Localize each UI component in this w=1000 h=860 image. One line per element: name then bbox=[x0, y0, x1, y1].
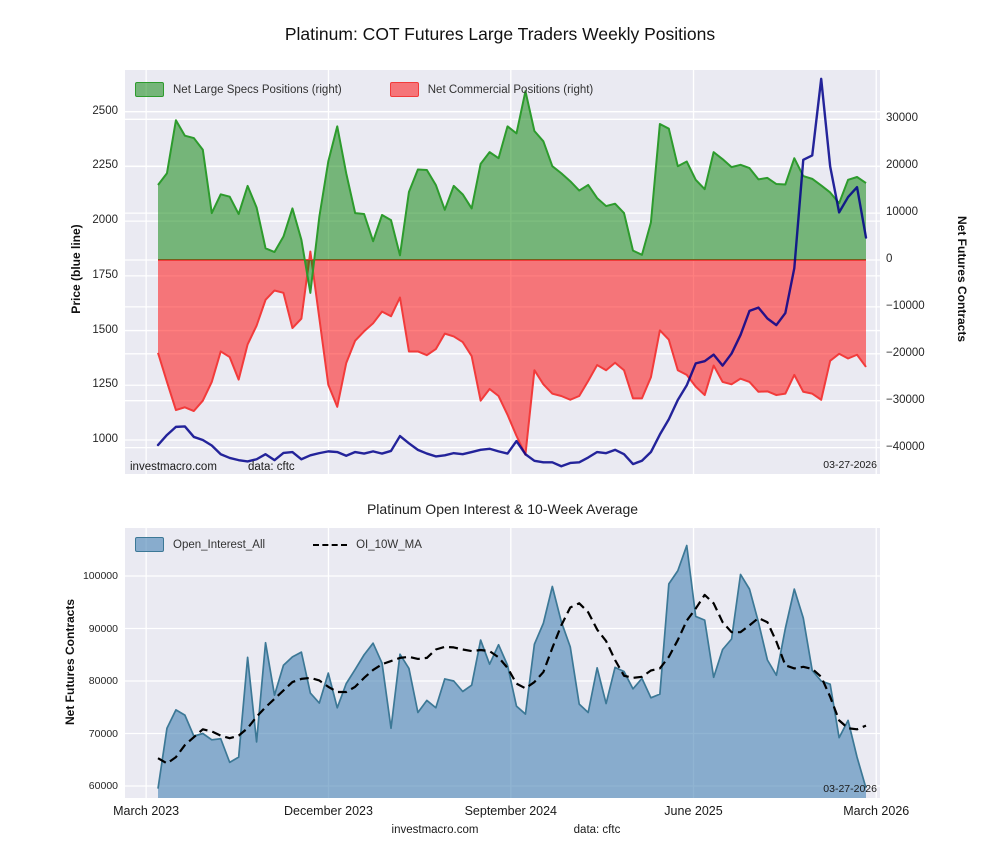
net-commercial-line bbox=[157, 250, 867, 456]
top-right-tick: −30000 bbox=[886, 393, 925, 406]
bottom-legend: Open_Interest_All OI_10W_MA bbox=[135, 537, 422, 552]
top-left-tick: 2500 bbox=[92, 104, 118, 117]
top-right-tick: 0 bbox=[886, 253, 893, 265]
footer-source: data: cftc bbox=[573, 824, 621, 836]
footer-brand: investmacro.com bbox=[391, 824, 479, 836]
top-chart-watermark: investmacro.com bbox=[130, 461, 217, 473]
top-left-tick: 2250 bbox=[92, 159, 118, 172]
price-line bbox=[156, 77, 868, 468]
top-left-tick: 1000 bbox=[92, 433, 118, 445]
x-axis-tick: September 2024 bbox=[464, 804, 558, 818]
x-axis-tick: December 2023 bbox=[283, 804, 373, 818]
x-axis-tick: June 2025 bbox=[664, 804, 723, 818]
bottom-chart-date: 03-27-2026 bbox=[823, 783, 877, 795]
top-right-axis-label: Net Futures Contracts bbox=[955, 215, 969, 343]
bottom-left-tick: 80000 bbox=[88, 675, 118, 687]
net-commercial-area bbox=[158, 251, 866, 455]
bottom-left-tick: 70000 bbox=[88, 727, 118, 740]
top-right-tick: 30000 bbox=[886, 112, 918, 125]
top-chart-source: data: cftc bbox=[248, 461, 295, 473]
commercials-swatch-icon bbox=[389, 82, 419, 97]
top-chart-date: 03-27-2026 bbox=[823, 459, 877, 471]
open-interest-area bbox=[158, 545, 866, 798]
bottom-left-tick: 90000 bbox=[88, 622, 118, 635]
oi-10w-ma-line bbox=[157, 593, 867, 765]
dashed-line-sample-icon bbox=[313, 543, 348, 546]
x-axis-tick: March 2023 bbox=[113, 804, 180, 818]
top-right-tick: −20000 bbox=[886, 346, 925, 359]
legend-label: Open_Interest_All bbox=[173, 538, 266, 551]
subplot2-title: Platinum Open Interest & 10-Week Average bbox=[366, 501, 639, 517]
legend-item-commercials: Net Commercial Positions (right) bbox=[389, 82, 594, 97]
legend-item-oi-ma: OI_10W_MA bbox=[313, 539, 422, 551]
top-left-tick: 1250 bbox=[92, 378, 118, 391]
legend-label: Net Commercial Positions (right) bbox=[427, 83, 594, 96]
top-right-tick: 10000 bbox=[886, 206, 918, 219]
legend-item-large-specs: Net Large Specs Positions (right) bbox=[135, 82, 342, 97]
top-left-tick: 1500 bbox=[92, 323, 118, 336]
net-large-specs-line bbox=[157, 90, 867, 294]
open-interest-line bbox=[157, 544, 867, 789]
top-legend: Net Large Specs Positions (right) Net Co… bbox=[135, 82, 593, 97]
net-large-specs-area bbox=[158, 91, 866, 293]
top-left-tick: 2000 bbox=[92, 214, 118, 227]
large-specs-swatch-icon bbox=[135, 82, 164, 97]
bottom-left-tick: 60000 bbox=[88, 780, 118, 792]
top-right-tick: 20000 bbox=[886, 159, 918, 172]
x-axis-tick: March 2026 bbox=[843, 804, 910, 818]
open-interest-swatch-icon bbox=[135, 537, 164, 552]
top-right-tick: −40000 bbox=[886, 440, 925, 453]
legend-item-open-interest: Open_Interest_All bbox=[135, 537, 265, 552]
top-left-tick: 1750 bbox=[92, 268, 118, 281]
legend-label: Net Large Specs Positions (right) bbox=[173, 83, 342, 96]
bottom-left-tick: 100000 bbox=[82, 570, 118, 582]
figure-title: Platinum: COT Futures Large Traders Week… bbox=[284, 24, 716, 44]
top-right-tick: −10000 bbox=[886, 299, 925, 312]
legend-label: OI_10W_MA bbox=[356, 538, 422, 551]
